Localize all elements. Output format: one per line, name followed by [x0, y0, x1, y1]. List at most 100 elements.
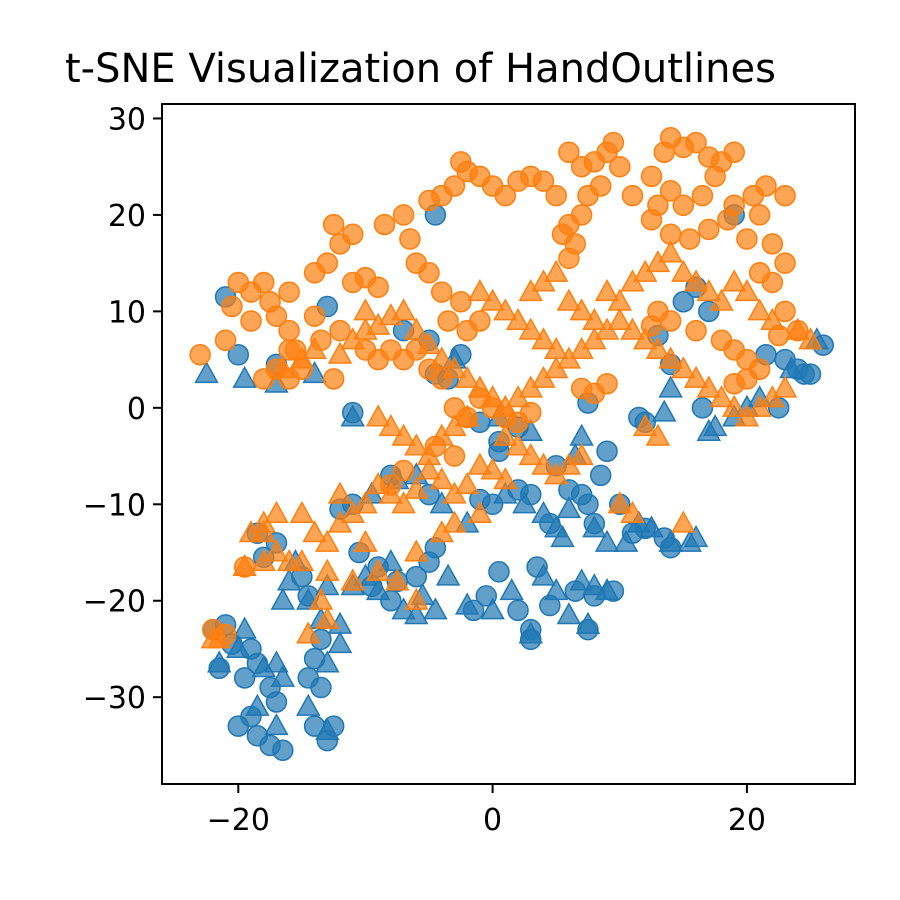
triangle-point-s3-61 [722, 394, 747, 417]
triangle-point-s1-33 [315, 717, 340, 740]
triangle-point-s1-57 [639, 515, 664, 538]
triangle-point-s3-39 [442, 356, 467, 379]
triangle-point-s1-53 [582, 515, 607, 538]
triangle-point-s3-127 [264, 500, 289, 523]
triangle-point-s3-123 [798, 327, 823, 350]
triangle-point-s1-46 [512, 491, 537, 514]
triangle-point-s3-24 [404, 587, 429, 610]
triangle-point-s1-12 [423, 597, 448, 620]
circle-point-s2-76 [761, 233, 784, 255]
triangle-point-s3-94 [594, 279, 620, 302]
triangle-point-s3-58 [683, 365, 709, 388]
x-axis: −20 0 20 [207, 784, 766, 838]
triangle-point-s3-11 [353, 491, 378, 514]
circle-point-s2-61 [691, 184, 714, 207]
circle-point-s2-116 [278, 339, 300, 361]
circle-point-s2-16 [341, 223, 364, 245]
triangle-point-s1-27 [264, 713, 289, 736]
circle-point-s2-122 [322, 368, 345, 390]
triangle-point-s1-61 [652, 399, 677, 422]
triangle-point-s3-76 [518, 443, 543, 466]
circle-point-s2-113 [520, 401, 542, 424]
triangle-point-s1-36 [499, 578, 524, 601]
circle-point-s2-60 [704, 165, 726, 188]
circle-point-s2-25 [430, 281, 453, 303]
triangle-point-s3-115 [442, 510, 467, 533]
triangle-point-s3-74 [493, 423, 518, 446]
triangle-point-s3-95 [607, 288, 632, 311]
circle-point-s2-45 [577, 184, 599, 207]
y-tick-label: 10 [108, 295, 146, 330]
triangle-point-s3-30 [327, 341, 353, 364]
triangle-point-s3-20 [467, 452, 493, 475]
triangle-point-s1-75 [378, 549, 404, 572]
triangle-point-s3-119 [671, 510, 696, 533]
triangle-point-s3-120 [632, 414, 658, 437]
triangle-point-s3-112 [365, 558, 391, 581]
triangle-point-s3-81 [467, 279, 493, 302]
triangle-point-s3-107 [760, 307, 785, 331]
triangle-point-s1-45 [493, 481, 518, 504]
triangle-point-s3-116 [467, 500, 493, 523]
circle-point-s2-79 [748, 262, 771, 284]
circle-point-s2-7 [265, 305, 288, 327]
triangle-point-s3-35 [391, 298, 416, 321]
plot-area-frame [161, 103, 856, 785]
circle-point-s2-5 [252, 271, 275, 294]
circle-point-s2-37 [545, 184, 567, 207]
triangle-point-s3-102 [696, 279, 721, 302]
triangle-point-s3-99 [658, 240, 683, 263]
circle-point-s2-83 [685, 319, 707, 342]
circle-point-s0-93 [691, 397, 714, 419]
triangle-point-s3-66 [365, 404, 391, 427]
circle-point-s2-97 [469, 310, 491, 332]
triangle-point-s3-38 [429, 346, 454, 369]
triangle-point-s3-7 [302, 520, 327, 543]
circle-point-s0-49 [310, 676, 332, 699]
triangle-point-s3-86 [531, 327, 556, 350]
circle-point-s2-22 [399, 228, 421, 250]
circle-point-s2-36 [532, 170, 555, 192]
circle-point-s2-70 [723, 194, 745, 217]
triangle-point-s3-26 [308, 587, 334, 610]
triangle-point-s3-14 [391, 491, 416, 514]
triangle-point-s3-124 [200, 626, 226, 649]
circle-point-s2-125 [443, 445, 466, 467]
triangle-point-s1-60 [683, 524, 709, 548]
triangle-point-s1-50 [556, 496, 582, 519]
triangle-point-s1-43 [594, 578, 620, 601]
triangle-point-s3-87 [543, 336, 569, 359]
circle-point-s2-30 [450, 151, 472, 173]
triangle-point-s3-103 [709, 288, 734, 311]
triangle-point-s3-90 [543, 259, 569, 282]
triangle-point-s3-73 [454, 404, 480, 427]
triangle-point-s3-109 [289, 549, 315, 572]
triangle-point-s3-100 [671, 259, 696, 282]
triangle-point-s3-12 [365, 471, 391, 495]
triangle-point-s3-77 [531, 452, 556, 475]
triangle-point-s3-6 [289, 500, 315, 523]
y-tick-label: −10 [83, 488, 146, 523]
circle-point-s2-119 [303, 305, 326, 327]
triangle-point-s1-4 [340, 404, 365, 427]
triangle-point-s3-8 [315, 529, 340, 552]
x-tick-label: 0 [483, 803, 502, 838]
triangle-point-s1-62 [658, 375, 683, 398]
triangle-point-s3-59 [696, 375, 721, 398]
triangle-point-s1-37 [518, 621, 543, 644]
triangle-point-s3-57 [671, 356, 696, 379]
circle-point-s2-62 [672, 194, 695, 217]
triangle-point-s3-125 [251, 520, 276, 543]
triangle-point-s3-84 [505, 307, 531, 331]
circle-point-s2-24 [418, 262, 440, 284]
x-tick-label: −20 [207, 803, 270, 838]
triangle-point-s1-0 [194, 361, 219, 384]
triangle-point-s1-35 [480, 597, 505, 620]
triangle-point-s3-93 [582, 307, 607, 331]
triangle-point-s1-32 [296, 693, 321, 716]
triangle-point-s3-68 [391, 423, 416, 446]
x-tick-label: 20 [728, 803, 766, 838]
triangle-point-s3-4 [264, 539, 289, 562]
circle-point-s2-82 [659, 310, 682, 332]
